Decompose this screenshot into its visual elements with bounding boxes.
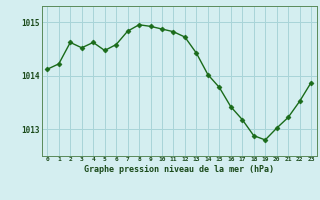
X-axis label: Graphe pression niveau de la mer (hPa): Graphe pression niveau de la mer (hPa) xyxy=(84,165,274,174)
